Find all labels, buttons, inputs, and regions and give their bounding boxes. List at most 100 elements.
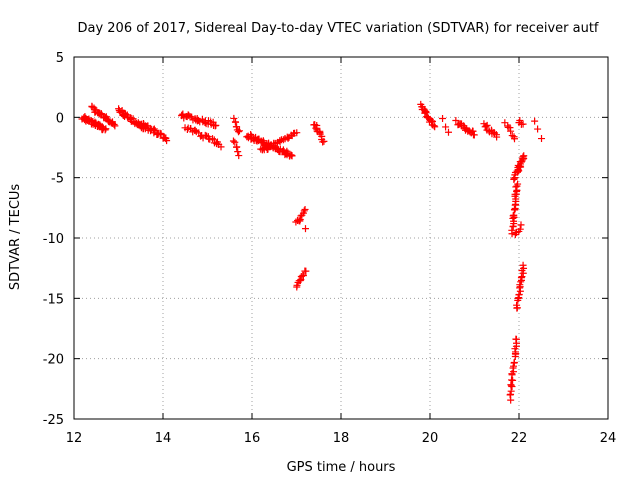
data-point: [235, 127, 243, 135]
data-point: [231, 118, 239, 126]
data-point: [102, 125, 110, 133]
data-point: [320, 137, 328, 145]
y-tick-label: -15: [43, 292, 64, 307]
data-point: [444, 128, 452, 136]
data-point: [299, 271, 307, 279]
data-points: [78, 100, 546, 404]
data-point: [520, 152, 528, 160]
data-point: [194, 116, 202, 124]
y-tick-label: 0: [56, 111, 64, 126]
y-tick-label: -10: [43, 232, 64, 247]
data-point: [510, 358, 518, 366]
y-tick-label: -5: [51, 172, 64, 187]
data-point: [516, 116, 524, 124]
data-point: [163, 137, 171, 145]
data-point: [514, 294, 522, 302]
data-point: [511, 135, 519, 143]
axis-ticks: [73, 56, 609, 420]
data-point: [470, 131, 478, 139]
data-point: [101, 126, 109, 134]
data-point: [516, 225, 524, 233]
data-point: [512, 335, 520, 343]
data-point: [301, 205, 309, 213]
data-point: [230, 114, 238, 122]
x-tick-label: 14: [155, 431, 172, 446]
data-point: [517, 221, 525, 229]
data-point: [517, 274, 525, 282]
tick-labels: 12 14 16 18 20 22 24 5 0 -5 -10 -15 -20 -25: [43, 51, 617, 446]
data-point: [506, 124, 514, 132]
data-point: [507, 381, 515, 389]
data-point: [452, 117, 460, 125]
data-point: [259, 144, 267, 152]
data-point: [231, 138, 239, 146]
data-point: [442, 123, 450, 131]
y-tick-label: 5: [56, 51, 64, 66]
data-point: [534, 125, 542, 133]
data-point: [493, 133, 501, 141]
data-point: [507, 390, 515, 398]
data-point: [287, 151, 295, 159]
data-point: [126, 114, 134, 122]
data-point: [292, 218, 300, 226]
x-tick-label: 16: [244, 431, 261, 446]
data-point: [157, 130, 165, 138]
x-axis-label: GPS time / hours: [287, 460, 396, 475]
x-tick-label: 18: [333, 431, 350, 446]
data-point: [234, 128, 242, 136]
data-point: [234, 148, 242, 156]
data-point: [510, 206, 518, 214]
data-point: [517, 278, 525, 286]
data-point: [229, 137, 237, 145]
data-point: [531, 117, 539, 125]
data-point: [508, 226, 516, 234]
data-point: [302, 225, 309, 233]
data-point: [300, 207, 308, 215]
data-point: [519, 120, 527, 128]
data-point: [111, 122, 119, 130]
data-point: [243, 133, 251, 141]
data-point: [430, 122, 438, 130]
data-point: [183, 125, 191, 133]
data-point: [212, 121, 220, 129]
x-tick-label: 22: [511, 431, 528, 446]
data-point: [431, 123, 439, 131]
chart-title: Day 206 of 2017, Sidereal Day-to-day VTE…: [77, 21, 598, 36]
data-point: [296, 215, 304, 223]
data-point: [439, 115, 447, 123]
data-point: [233, 143, 241, 151]
data-point: [232, 123, 240, 131]
data-point: [110, 120, 118, 128]
data-point: [288, 152, 296, 160]
data-point: [191, 126, 199, 134]
data-point: [217, 143, 225, 151]
data-point: [235, 152, 243, 160]
data-point: [201, 131, 209, 139]
data-point: [293, 283, 301, 291]
grid: [74, 57, 608, 419]
data-point: [538, 135, 546, 143]
x-tick-label: 20: [422, 431, 439, 446]
data-point: [513, 301, 521, 309]
x-tick-label: 12: [66, 431, 83, 446]
data-point: [188, 113, 196, 121]
data-point: [293, 129, 301, 137]
data-point: [514, 180, 522, 188]
y-axis-label: SDTVAR / TECUs: [8, 184, 23, 291]
data-point: [482, 122, 490, 130]
data-point: [519, 155, 527, 163]
data-point: [508, 371, 516, 379]
data-point: [509, 212, 517, 220]
x-tick-label: 24: [600, 431, 617, 446]
data-point: [422, 108, 430, 116]
y-tick-label: -20: [43, 353, 64, 368]
data-point: [519, 261, 527, 269]
y-tick-label: -25: [43, 413, 64, 428]
data-point: [279, 136, 287, 144]
data-point: [507, 127, 515, 135]
data-point: [423, 113, 431, 121]
data-point: [510, 175, 518, 183]
data-point: [515, 291, 523, 299]
